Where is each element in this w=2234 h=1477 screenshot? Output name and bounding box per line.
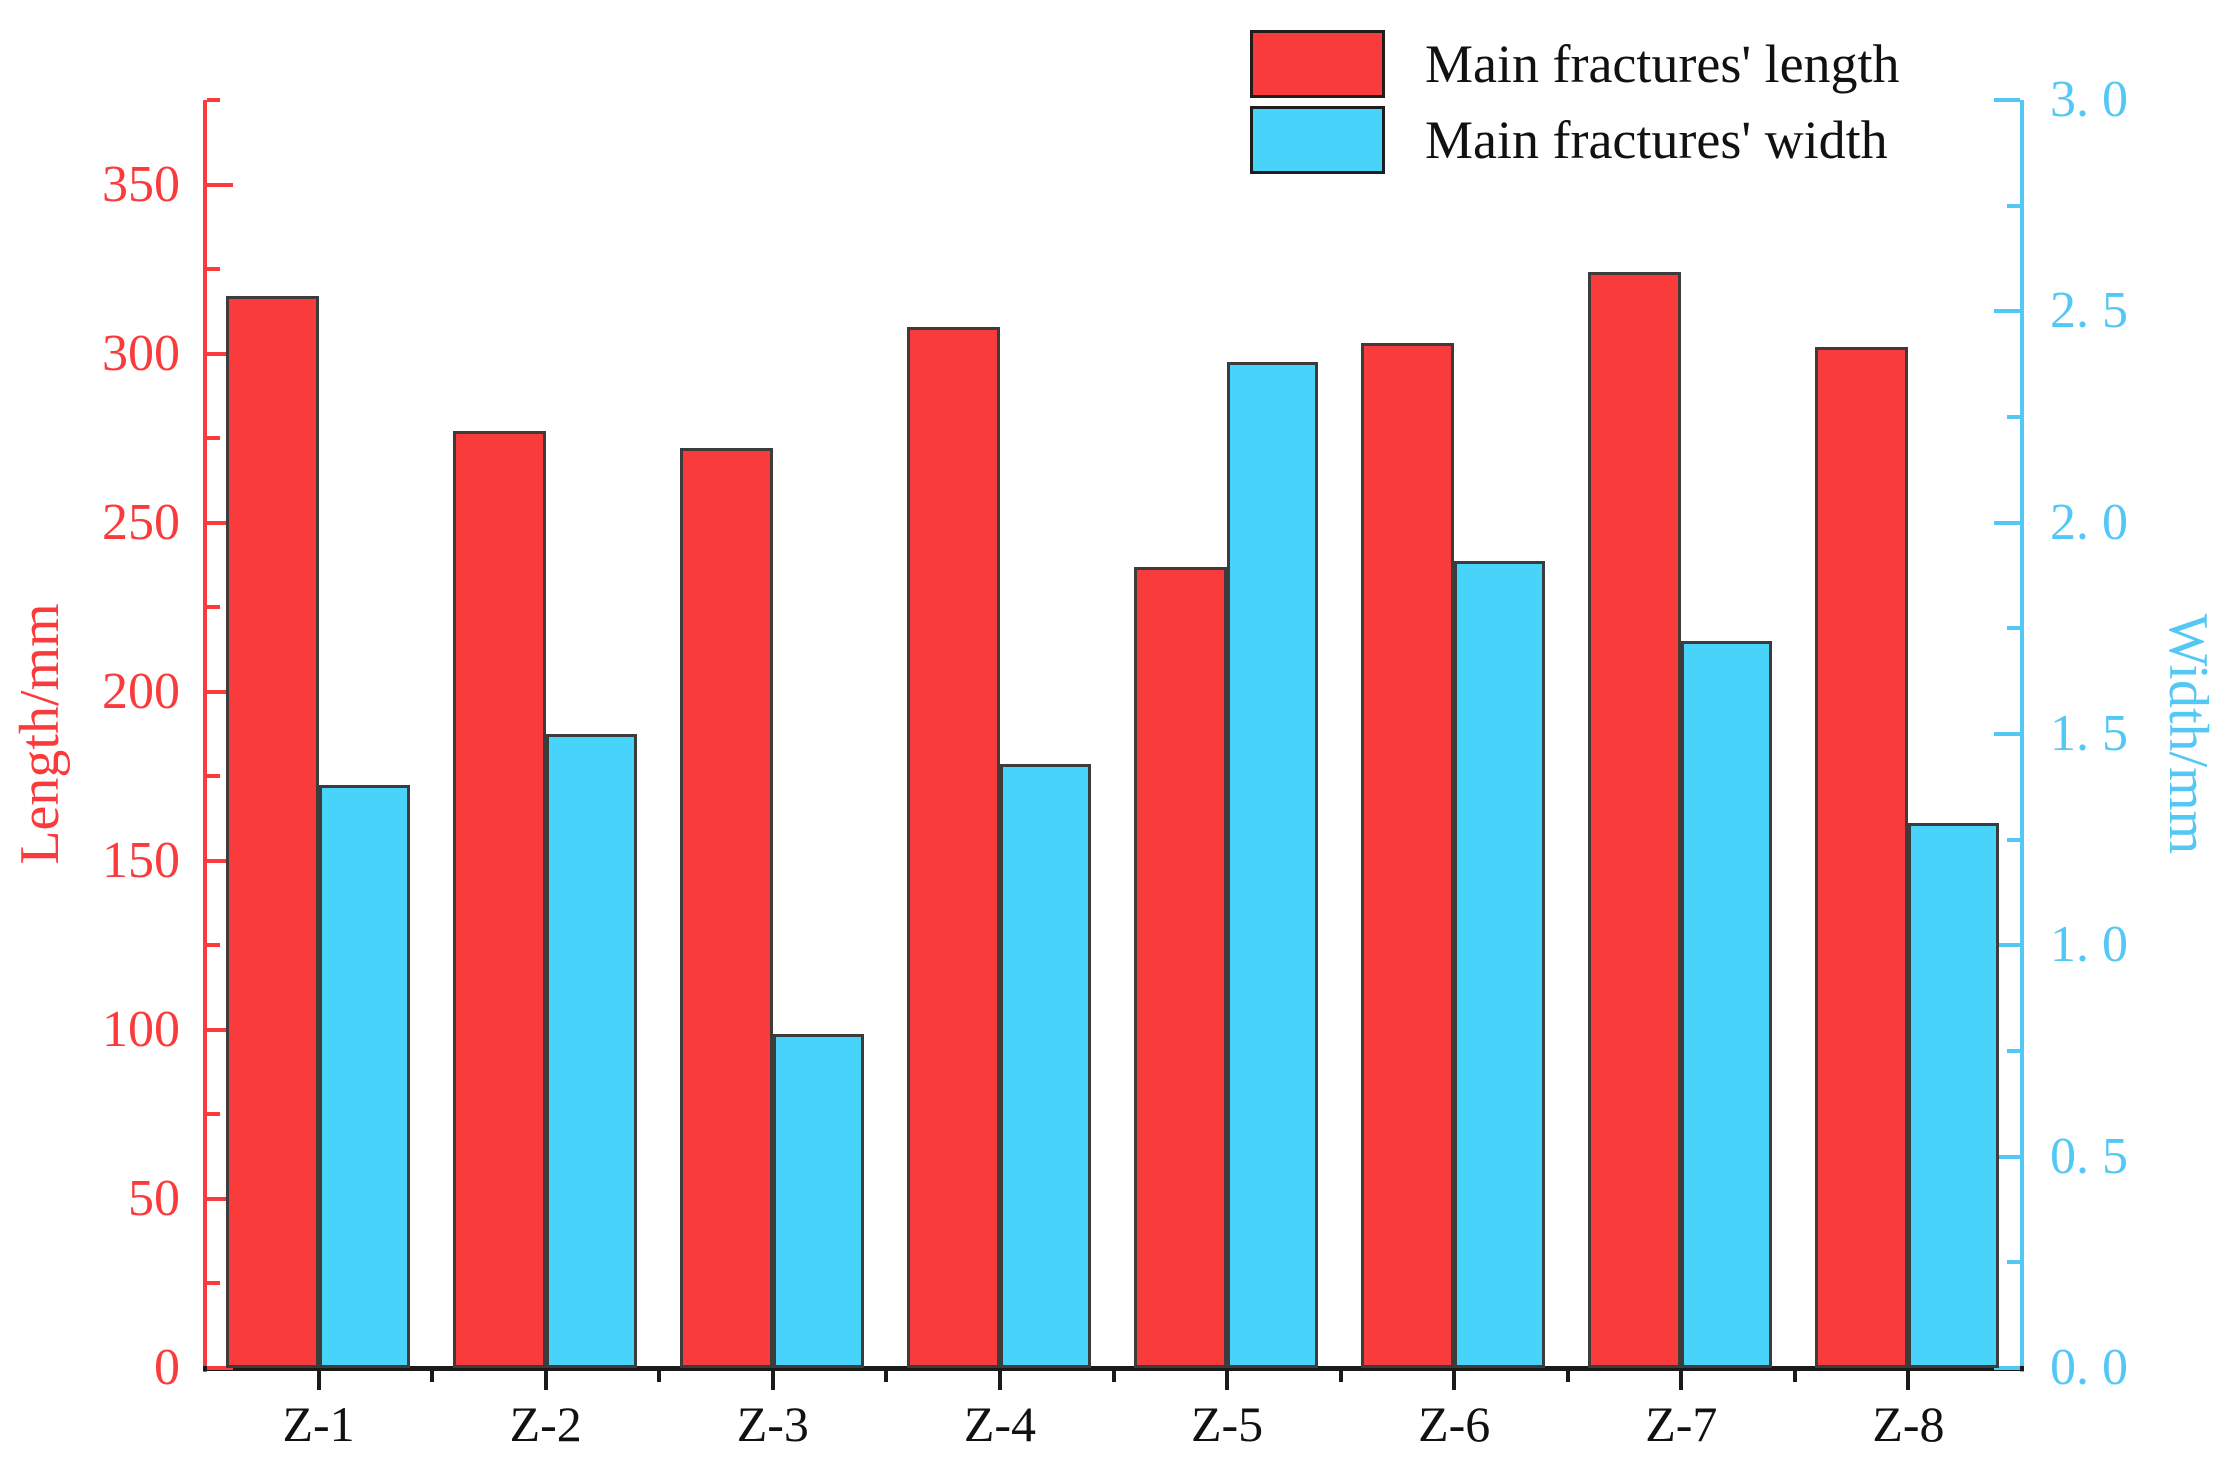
left-axis-minor-tick <box>207 943 220 948</box>
left-axis-tick-label: 350 <box>102 155 180 213</box>
left-axis-tick-label: 250 <box>102 493 180 551</box>
x-axis-major-tick <box>543 1370 548 1390</box>
x-axis-category-label: Z-1 <box>282 1396 355 1452</box>
bar-width-Z-6 <box>1454 560 1546 1368</box>
bar-width-Z-2 <box>545 734 637 1368</box>
bar-width-Z-5 <box>1227 362 1319 1368</box>
x-axis-minor-tick <box>430 1370 435 1382</box>
left-axis-tick-label: 200 <box>102 662 180 720</box>
bar-length-Z-6 <box>1361 343 1455 1368</box>
left-axis-minor-tick <box>207 436 220 441</box>
right-axis-tick-label: 0. 5 <box>2050 1127 2128 1185</box>
bar-width-Z-1 <box>318 784 410 1368</box>
right-axis-title: Width/mm <box>2157 613 2219 855</box>
left-axis-minor-tick <box>207 605 220 610</box>
left-axis-tick-label: 0 <box>154 1339 180 1396</box>
right-axis-minor-tick <box>2007 1260 2020 1265</box>
right-axis-tick-label: 1. 0 <box>2050 916 2128 974</box>
bar-width-Z-8 <box>1908 822 2000 1368</box>
left-axis-tick-label: 150 <box>102 831 180 889</box>
left-axis-minor-tick <box>207 1112 220 1117</box>
left-axis-major-tick <box>207 351 233 356</box>
x-axis-category-label: Z-8 <box>1872 1396 1945 1452</box>
right-axis-major-tick <box>1994 520 2020 525</box>
x-axis-category-label: Z-7 <box>1645 1396 1718 1452</box>
bar-width-Z-3 <box>772 1034 864 1368</box>
right-axis-major-tick <box>1994 98 2020 102</box>
bar-length-Z-3 <box>679 448 773 1368</box>
right-axis-major-tick <box>1994 732 2020 736</box>
left-axis-major-tick <box>207 689 233 694</box>
right-axis-line <box>2020 100 2024 1372</box>
x-axis-minor-tick <box>1338 1370 1343 1382</box>
x-axis-major-tick <box>1225 1370 1230 1390</box>
bar-length-Z-2 <box>452 431 546 1368</box>
right-axis-minor-tick <box>2007 626 2020 631</box>
bar-length-Z-4 <box>906 326 1000 1368</box>
x-axis-major-tick <box>997 1370 1002 1390</box>
bar-length-Z-5 <box>1134 566 1228 1368</box>
bar-width-Z-4 <box>999 763 1091 1368</box>
x-axis-category-label: Z-2 <box>509 1396 582 1452</box>
bar-length-Z-7 <box>1588 272 1682 1368</box>
left-axis-minor-tick <box>207 1281 220 1286</box>
right-axis-minor-tick <box>2007 1049 2020 1053</box>
x-axis-major-tick <box>316 1370 321 1390</box>
left-axis-major-tick <box>207 182 233 187</box>
bar-length-Z-8 <box>1815 346 1909 1368</box>
left-axis-major-tick <box>207 1366 233 1370</box>
legend-swatch-length <box>1250 30 1385 98</box>
right-axis-minor-tick <box>2007 203 2020 208</box>
right-axis-tick-label: 1. 5 <box>2050 705 2128 762</box>
x-axis-category-label: Z-3 <box>736 1396 809 1452</box>
legend-swatch-width <box>1250 106 1385 174</box>
left-axis-major-tick <box>207 1027 233 1032</box>
right-axis-minor-tick <box>2007 837 2020 842</box>
legend-label-length: Main fractures' length <box>1425 34 1900 94</box>
right-axis-major-tick <box>1994 309 2020 314</box>
x-axis-category-label: Z-6 <box>1418 1396 1491 1452</box>
x-axis-minor-tick <box>884 1370 889 1382</box>
x-axis-major-tick <box>1452 1370 1457 1390</box>
left-axis-tick-label: 300 <box>102 324 180 382</box>
left-axis-line <box>203 100 207 1372</box>
right-axis-tick-label: 0. 0 <box>2050 1339 2128 1396</box>
x-axis-minor-tick <box>657 1370 662 1382</box>
x-axis-minor-tick <box>1792 1370 1797 1382</box>
bottom-axis-line <box>203 1366 2024 1371</box>
left-axis-major-tick <box>207 858 233 863</box>
x-axis-category-label: Z-4 <box>963 1396 1037 1452</box>
right-axis-tick-label: 2. 0 <box>2050 493 2128 551</box>
right-axis-major-tick <box>1994 1366 2020 1370</box>
bar-width-Z-7 <box>1681 641 1773 1368</box>
x-axis-major-tick <box>770 1370 775 1390</box>
x-axis-major-tick <box>1906 1370 1911 1390</box>
right-axis-major-tick <box>1994 1154 2020 1159</box>
left-axis-minor-tick <box>207 774 220 779</box>
left-axis-major-tick <box>207 1196 233 1201</box>
right-axis-tick-label: 2. 5 <box>2050 282 2128 340</box>
left-axis-tick-label: 100 <box>102 1000 180 1058</box>
x-axis-minor-tick <box>1111 1370 1116 1382</box>
right-axis-minor-tick <box>2007 415 2020 419</box>
left-axis-title: Length/mm <box>9 603 71 865</box>
x-axis-category-label: Z-5 <box>1190 1396 1264 1452</box>
left-axis-major-tick <box>207 520 233 525</box>
right-axis-tick-label: 3. 0 <box>2050 71 2128 128</box>
x-axis-minor-tick <box>1565 1370 1570 1382</box>
left-axis-minor-tick <box>207 98 220 102</box>
x-axis-major-tick <box>1679 1370 1684 1390</box>
left-axis-minor-tick <box>207 267 220 272</box>
left-axis-tick-label: 50 <box>128 1169 180 1227</box>
right-axis-major-tick <box>1994 943 2020 948</box>
bar-length-Z-1 <box>225 296 319 1368</box>
legend-label-width: Main fractures' width <box>1425 110 1888 170</box>
